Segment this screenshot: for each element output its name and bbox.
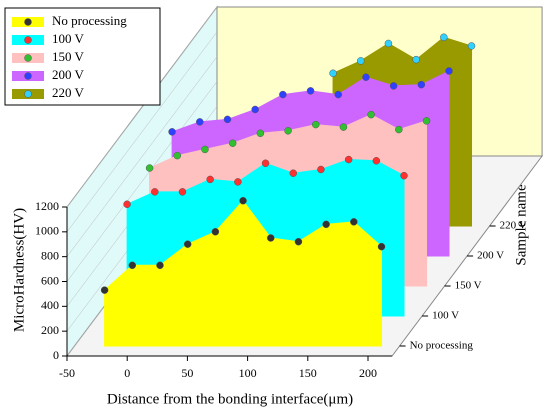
- x-tick-label: 200: [359, 366, 377, 380]
- data-point: [123, 200, 131, 208]
- data-point: [312, 120, 320, 129]
- z-tick-label: 200 V: [477, 250, 504, 262]
- data-point: [400, 171, 408, 180]
- legend-marker: [24, 36, 32, 44]
- x-tick-label: -50: [59, 366, 75, 380]
- z-tick-label: 100 V: [432, 310, 459, 322]
- data-point: [128, 261, 137, 270]
- data-point: [317, 165, 325, 174]
- data-point: [256, 129, 265, 138]
- data-point: [151, 188, 159, 196]
- legend-label: No processing: [52, 13, 127, 28]
- data-point: [196, 118, 204, 126]
- grid-line: [66, 81, 218, 282]
- legend-label: 220 V: [52, 85, 85, 100]
- y-tick-label: 200: [41, 323, 59, 337]
- data-point: [422, 117, 431, 125]
- data-point: [384, 39, 393, 48]
- data-point: [234, 178, 242, 186]
- y-axis-title: MicroHardness(HV): [11, 208, 27, 332]
- z-axis-title: Sample name: [513, 184, 529, 266]
- grid-line: [66, 56, 218, 257]
- data-point: [445, 67, 453, 75]
- data-point: [322, 220, 330, 229]
- data-point: [178, 188, 187, 196]
- data-point: [377, 242, 386, 251]
- data-point: [145, 164, 154, 172]
- data-point: [329, 69, 337, 78]
- legend-label: 200 V: [52, 67, 85, 82]
- z-tick-label: 220 V: [500, 220, 527, 232]
- data-point: [279, 90, 287, 99]
- x-tick-label: 150: [299, 366, 317, 380]
- legend-marker: [24, 72, 32, 80]
- y-tick-label: 0: [53, 348, 59, 362]
- legend-marker: [24, 18, 32, 26]
- x-tick-label: 0: [124, 366, 130, 380]
- z-tick-label: No processing: [410, 340, 474, 352]
- data-point: [395, 125, 403, 134]
- data-point: [168, 128, 176, 136]
- data-point: [267, 234, 275, 242]
- data-point: [284, 127, 292, 135]
- y-tick-label: 400: [41, 298, 59, 312]
- data-point: [206, 175, 214, 184]
- legend-marker: [24, 54, 32, 62]
- data-point: [211, 228, 220, 236]
- y-tick-label: 600: [41, 273, 59, 287]
- data-point: [362, 73, 370, 81]
- x-axis-title: Distance from the bonding interface(μm): [107, 391, 353, 407]
- grid-line: [66, 6, 218, 208]
- data-point: [251, 105, 259, 114]
- data-point: [156, 261, 164, 270]
- grid-line: [66, 31, 218, 232]
- data-point: [183, 240, 192, 248]
- y-tick-label: 1200: [35, 199, 59, 213]
- data-point: [334, 90, 343, 99]
- data-point: [389, 82, 398, 90]
- data-point: [294, 237, 303, 246]
- data-point: [412, 55, 420, 64]
- data-point: [261, 159, 270, 168]
- data-point: [350, 218, 358, 226]
- data-point: [372, 157, 381, 165]
- data-point: [228, 139, 237, 147]
- data-point: [239, 196, 247, 205]
- data-point: [357, 57, 365, 65]
- data-point: [467, 42, 476, 50]
- data-point: [344, 155, 353, 164]
- y-tick-label: 800: [41, 248, 59, 262]
- data-point: [417, 80, 426, 89]
- data-point: [367, 110, 375, 119]
- data-point: [173, 151, 182, 160]
- data-point: [100, 286, 109, 294]
- data-point: [201, 145, 209, 154]
- series-area: [104, 199, 383, 347]
- x-tick-label: 50: [181, 366, 193, 380]
- legend-label: 150 V: [52, 49, 85, 64]
- legend-label: 100 V: [52, 31, 85, 46]
- data-point: [339, 123, 348, 131]
- y-tick-label: 1000: [35, 224, 59, 238]
- x-tick-label: 100: [239, 366, 257, 380]
- legend-marker: [24, 90, 32, 98]
- legend: No processing 100 V 150 V 200 V 220 V: [4, 7, 161, 106]
- z-tick-label: 150 V: [455, 280, 482, 292]
- data-point: [223, 115, 232, 124]
- data-point: [306, 87, 315, 95]
- data-point: [440, 33, 448, 42]
- data-point: [289, 169, 298, 177]
